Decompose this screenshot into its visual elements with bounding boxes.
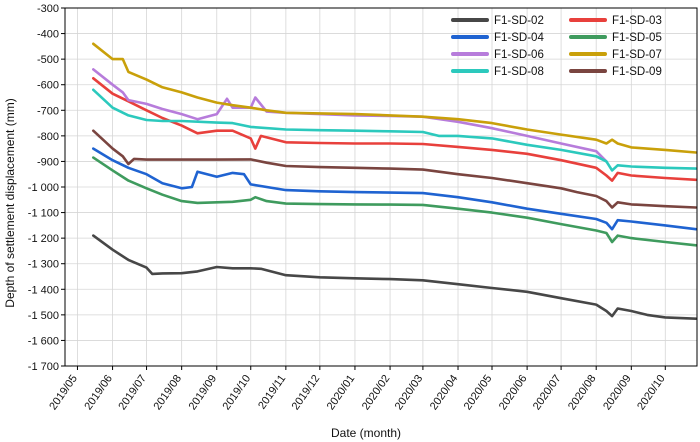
y-tick-label: -1 400 [28,284,59,296]
series-line-f1-sd-09 [92,129,698,209]
y-axis: -300 -400 -500 -600 -700 -800 -900 -1 000 -1 100… [28,3,65,373]
legend-label-f1-sd-02: F1-SD-02 [494,15,544,27]
series-line-f1-sd-06 [92,68,608,163]
y-tick-label: -1 500 [28,310,59,322]
y-tick-label: -1 300 [28,259,59,271]
legend-label-f1-sd-04: F1-SD-04 [494,32,544,44]
legend-label-f1-sd-03: F1-SD-03 [612,15,662,27]
y-axis-title: Depth of settlement displacement (mm) [3,98,17,307]
y-tick-label: -1 200 [28,233,59,245]
legend-label-f1-sd-09: F1-SD-09 [612,66,662,78]
legend-label-f1-sd-08: F1-SD-08 [494,66,544,78]
y-tick-label: -800 [37,131,59,143]
legend-label-f1-sd-07: F1-SD-07 [612,49,662,61]
series-line-f1-sd-07 [92,42,698,154]
series-group [92,42,698,321]
series-line-f1-sd-05 [92,156,698,247]
y-tick-label: -700 [37,105,59,117]
x-axis-title: Date (month) [331,426,401,440]
y-tick-label: -300 [37,3,59,15]
y-tick-label: -1 700 [28,361,59,373]
y-tick-label: -500 [37,54,59,66]
y-tick-label: -600 [37,80,59,92]
legend-label-f1-sd-06: F1-SD-06 [494,49,544,61]
y-tick-label: -1 100 [28,208,59,220]
legend: F1-SD-02 F1-SD-03 F1-SD-04 F1-SD-05 F1-SD-06… [451,15,662,78]
y-tick-label: -400 [37,29,59,41]
series-line-f1-sd-08 [92,88,698,172]
series-line-f1-sd-02 [92,234,698,321]
y-tick-label: -1 600 [28,335,59,347]
series-line-f1-sd-04 [92,147,698,231]
y-tick-label: -900 [37,156,59,168]
legend-label-f1-sd-05: F1-SD-05 [612,32,662,44]
y-tick-label: -1 000 [28,182,59,194]
